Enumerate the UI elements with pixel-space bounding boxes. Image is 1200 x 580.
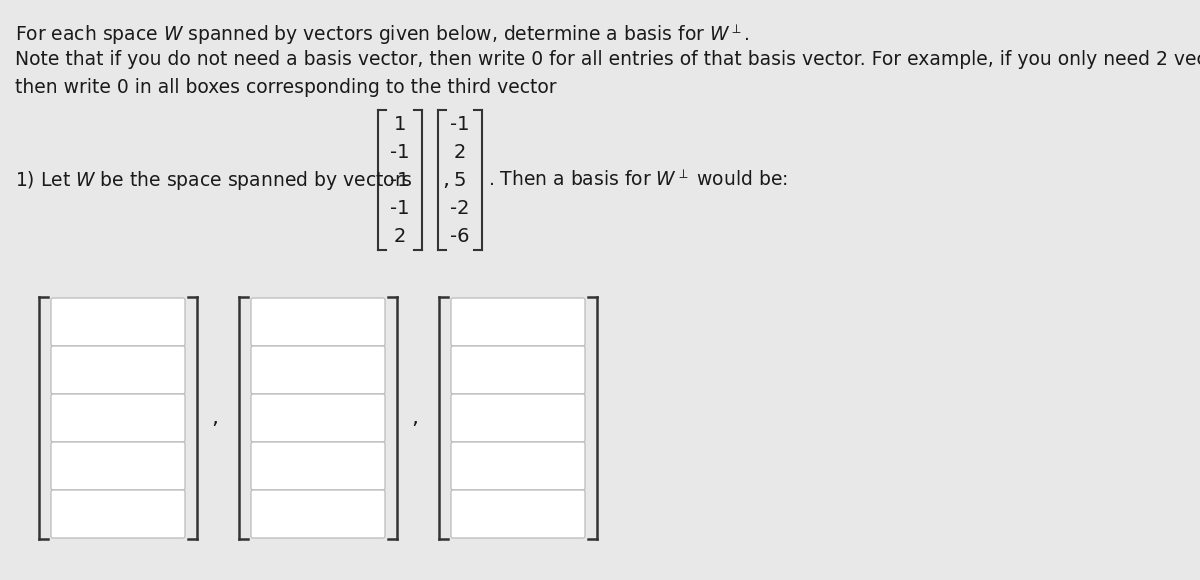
Text: -1: -1	[450, 114, 469, 133]
Text: . Then a basis for $W^{\perp}$ would be:: . Then a basis for $W^{\perp}$ would be:	[488, 169, 788, 190]
Text: Note that if you do not need a basis vector, then write 0 for all entries of tha: Note that if you do not need a basis vec…	[14, 50, 1200, 69]
Text: For each space $W$ spanned by vectors given below, determine a basis for $W^{\pe: For each space $W$ spanned by vectors gi…	[14, 22, 750, 47]
Text: -2: -2	[450, 198, 469, 218]
Text: -1: -1	[390, 171, 409, 190]
FancyBboxPatch shape	[251, 298, 385, 346]
FancyBboxPatch shape	[50, 298, 185, 346]
Text: -1: -1	[390, 143, 409, 161]
FancyBboxPatch shape	[251, 346, 385, 394]
Text: ,: ,	[412, 408, 419, 428]
Text: 2: 2	[454, 143, 466, 161]
Text: 1) Let $W$ be the space spanned by vectors: 1) Let $W$ be the space spanned by vecto…	[14, 169, 413, 191]
FancyBboxPatch shape	[251, 490, 385, 538]
Text: ,: ,	[211, 408, 218, 428]
FancyBboxPatch shape	[251, 394, 385, 442]
FancyBboxPatch shape	[451, 442, 586, 490]
Text: then write 0 in all boxes corresponding to the third vector: then write 0 in all boxes corresponding …	[14, 78, 557, 97]
FancyBboxPatch shape	[50, 394, 185, 442]
Text: 1: 1	[394, 114, 406, 133]
Text: -6: -6	[450, 227, 469, 245]
Text: 2: 2	[394, 227, 406, 245]
FancyBboxPatch shape	[50, 442, 185, 490]
FancyBboxPatch shape	[451, 490, 586, 538]
FancyBboxPatch shape	[50, 346, 185, 394]
FancyBboxPatch shape	[251, 442, 385, 490]
Text: 5: 5	[454, 171, 467, 190]
Text: -1: -1	[390, 198, 409, 218]
FancyBboxPatch shape	[50, 490, 185, 538]
Text: ,: ,	[443, 170, 450, 190]
FancyBboxPatch shape	[451, 394, 586, 442]
FancyBboxPatch shape	[451, 346, 586, 394]
FancyBboxPatch shape	[451, 298, 586, 346]
